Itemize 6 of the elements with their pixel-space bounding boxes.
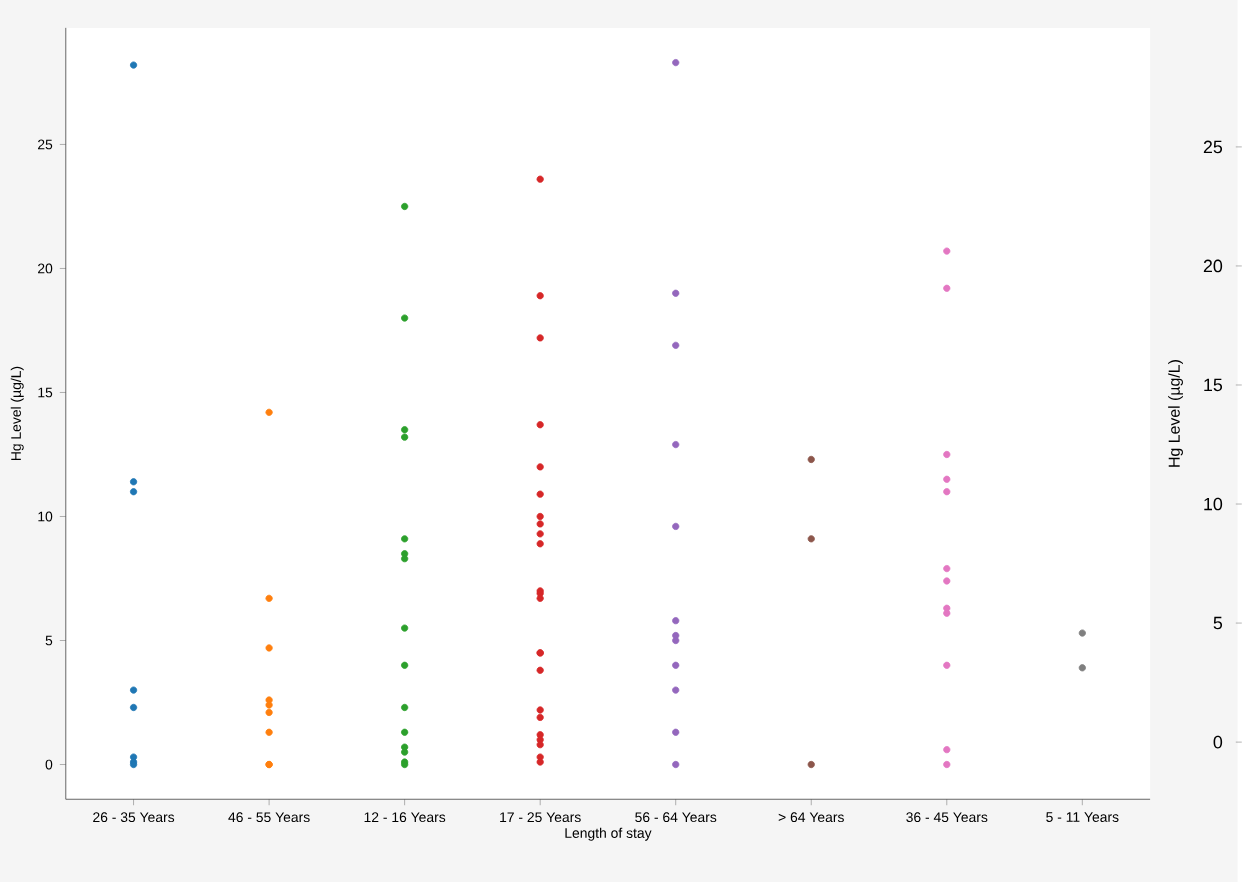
y2-tick-label: 10: [1204, 497, 1223, 510]
y2-tick-label: 15: [1204, 378, 1223, 391]
y2-tick-label: 20: [1203, 259, 1223, 272]
y2-tick-label: 5: [1213, 616, 1223, 629]
y2-tick-label: 25: [1203, 140, 1223, 153]
y2-tick-label: 0: [1213, 735, 1223, 748]
